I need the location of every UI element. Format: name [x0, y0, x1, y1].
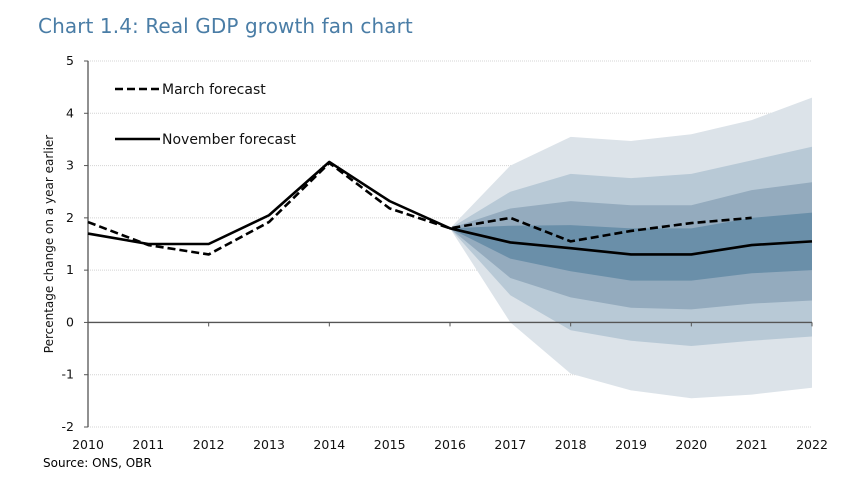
x-tick-label: 2011: [132, 437, 164, 452]
x-tick-labels: 2010 2011 2012 2013 2014 2015 2016 2017 2018 2019…: [72, 437, 828, 452]
x-tick-label: 2015: [374, 437, 406, 452]
series-lines: [87, 160, 813, 256]
chart-title: Chart 1.4: Real GDP growth fan chart: [38, 14, 413, 38]
y-tick-label: 0: [66, 314, 74, 329]
x-tick-label: 2014: [313, 437, 345, 452]
legend: March forecast November forecast: [115, 82, 296, 148]
series-line-november-forecast: [87, 160, 813, 256]
y-tick-labels: -2 -1 0 1 2 3 4 5: [62, 53, 75, 434]
y-tick-label: 2: [66, 210, 74, 225]
y-tick-label: 3: [66, 158, 74, 173]
y-tick-label: -2: [62, 419, 74, 434]
x-tick-label: 2013: [253, 437, 285, 452]
x-tick-label: 2022: [796, 437, 828, 452]
y-tick-label: -1: [62, 367, 74, 382]
legend-label-november: November forecast: [162, 132, 296, 148]
source-note: Source: ONS, OBR: [43, 456, 152, 470]
gridlines: [88, 60, 812, 428]
y-tick-label: 1: [66, 262, 74, 277]
y-tick-label: 5: [66, 53, 74, 68]
fan-bands: [450, 97, 812, 399]
x-tick-label: 2020: [675, 437, 707, 452]
y-axis-label: Percentage change on a year earlier: [42, 135, 56, 354]
x-tick-label: 2017: [494, 437, 526, 452]
x-tick-label: 2018: [555, 437, 587, 452]
axes: [84, 60, 813, 428]
y-tick-label: 4: [66, 105, 74, 120]
x-tick-label: 2021: [736, 437, 768, 452]
series-line-march-forecast: [87, 161, 752, 256]
x-tick-label: 2016: [434, 437, 466, 452]
x-tick-label: 2012: [193, 437, 225, 452]
x-tick-label: 2010: [72, 437, 104, 452]
x-tick-label: 2019: [615, 437, 647, 452]
legend-label-march: March forecast: [162, 82, 266, 98]
